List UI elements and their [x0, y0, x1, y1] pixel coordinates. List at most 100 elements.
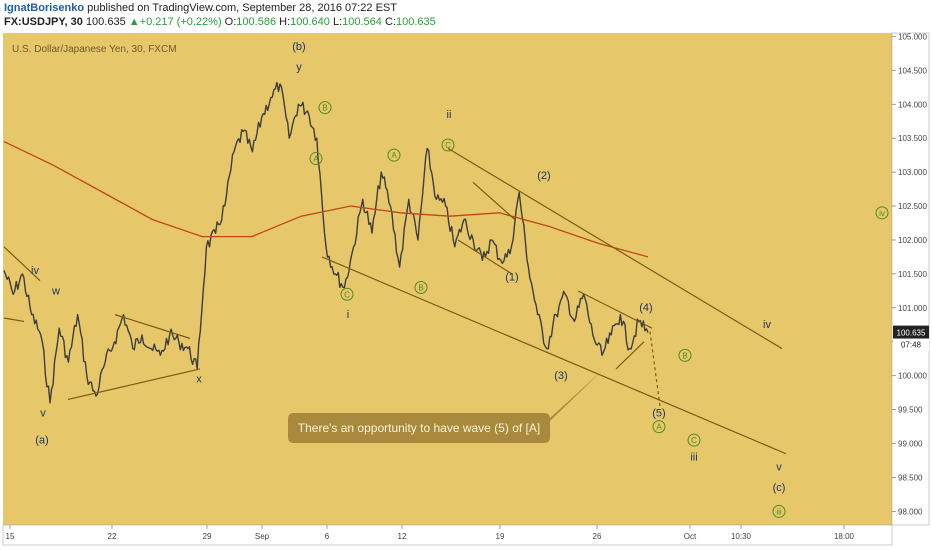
wave-label-circled: C [691, 436, 697, 445]
wave-label: v [776, 462, 782, 474]
callout-pointer [530, 368, 604, 441]
x-tick-label: 29 [203, 532, 212, 541]
price-series-line [3, 81, 649, 404]
wave-circle-icon [441, 138, 455, 152]
wave-label: (5) [652, 407, 665, 419]
left-trendline-upper [3, 246, 41, 282]
wave-label: (2) [537, 170, 550, 182]
triangle-upper-line [114, 314, 191, 339]
price-chart[interactable]: 98.00098.50099.00099.500100.000100.50010… [0, 30, 932, 550]
published-text: published on TradingView.com, September … [87, 2, 397, 14]
wave-circle-icon [678, 348, 692, 362]
wave-label-circled: iii [776, 507, 782, 516]
y-tick-label: 104.000 [898, 100, 927, 109]
high-label: H: [279, 16, 291, 28]
price-badge-label: 100.635 [897, 329, 926, 338]
wave-label-circled: iv [879, 209, 885, 218]
x-tick-label: 15 [6, 532, 15, 541]
wave-circle-icon [772, 504, 786, 518]
wave-label: (c) [773, 482, 786, 494]
price-badge [893, 325, 929, 339]
publish-line: IgnatBorisenko published on TradingView.… [4, 2, 397, 14]
up-arrow-icon: ▲ [128, 16, 140, 28]
wave-circle-icon [875, 206, 889, 220]
flag-upper-line [472, 181, 516, 221]
wedge-lower-line [615, 341, 645, 370]
wave-label-circled: A [313, 155, 319, 164]
open-label: O: [224, 16, 237, 28]
wave-label: (3) [554, 370, 567, 382]
callout-note: There's an opportunity to have wave (5) … [288, 413, 550, 443]
close-value: 100.635 [395, 16, 436, 28]
y-tick-label: 99.000 [898, 440, 923, 449]
publish-header: IgnatBorisenko published on TradingView.… [0, 0, 932, 30]
wave-label: iii [690, 452, 697, 464]
x-tick-label: 18:00 [834, 532, 855, 541]
x-tick-label: 10:30 [731, 532, 752, 541]
x-tick-label: 6 [325, 532, 330, 541]
wave-label: y [296, 61, 302, 73]
wave-label-circled: B [682, 351, 687, 360]
wave-label: ii [447, 109, 452, 121]
time-badge-label: 07:48 [901, 341, 922, 350]
wave-circle-icon [687, 433, 701, 447]
wave-circle-icon [340, 287, 354, 301]
wave-label: (b) [292, 41, 305, 53]
author-link[interactable]: IgnatBorisenko [4, 2, 85, 14]
wave-label-circled: A [391, 151, 397, 160]
upper-channel-line [447, 147, 783, 350]
wave-label-circled: B [418, 283, 423, 292]
wave-circle-icon [414, 280, 428, 294]
price-change: +0.217 (+0.22%) [139, 16, 222, 28]
y-tick-label: 102.000 [898, 236, 927, 245]
y-tick-label: 99.500 [898, 406, 923, 415]
time-axis [2, 524, 893, 546]
close-label: C: [384, 16, 396, 28]
x-tick-label: 22 [108, 532, 117, 541]
wave-label: (a) [35, 435, 48, 447]
last-price: 100.635 [85, 16, 126, 28]
wave-label: (1) [505, 272, 518, 284]
wave-circle-icon [318, 101, 332, 115]
lower-channel-line [321, 256, 787, 455]
wedge-upper-line [577, 290, 653, 329]
wave-label: (4) [639, 302, 652, 314]
flag-lower-line [457, 239, 513, 275]
left-trendline-lower [3, 317, 25, 323]
wave-label-circled: C [445, 141, 451, 150]
x-tick-label: 19 [496, 532, 505, 541]
chart-title: U.S. Dollar/Japanese Yen, 30, FXCM [12, 44, 177, 55]
low-label: L: [332, 16, 343, 28]
y-tick-label: 103.000 [898, 168, 927, 177]
moving-average-line [3, 141, 649, 258]
x-tick-label: Sep [255, 532, 270, 541]
wave-label: iv [31, 265, 39, 277]
wave-label-circled: A [656, 423, 662, 432]
y-tick-label: 98.000 [898, 507, 923, 516]
x-tick-label: 12 [398, 532, 407, 541]
wave-label-circled: C [344, 290, 350, 299]
open-value: 100.586 [236, 16, 277, 28]
wave-circle-icon [387, 148, 401, 162]
triangle-lower-line [67, 368, 201, 401]
y-tick-label: 98.500 [898, 473, 923, 482]
y-tick-label: 102.500 [898, 202, 927, 211]
ohlc-line: FX:USDJPY, 30 100.635 ▲+0.217 (+0.22%) O… [4, 16, 436, 28]
wave-label: iv [763, 319, 771, 331]
wave-label: v [40, 407, 46, 419]
x-tick-label: 26 [593, 532, 602, 541]
y-tick-label: 103.500 [898, 134, 927, 143]
y-tick-label: 101.500 [898, 270, 927, 279]
time-badge [893, 338, 929, 351]
symbol-label: FX:USDJPY, 30 [4, 16, 83, 28]
wave-circle-icon [652, 420, 666, 434]
y-tick-label: 105.000 [898, 32, 927, 41]
wave-label: i [347, 309, 349, 321]
y-tick-label: 104.500 [898, 66, 927, 75]
wave-label-circled: B [322, 104, 327, 113]
high-value: 100.640 [290, 16, 330, 28]
y-tick-label: 100.000 [898, 372, 927, 381]
wave-circle-icon [309, 152, 323, 166]
x-tick-label: Oct [684, 532, 697, 541]
plot-area [3, 33, 892, 525]
